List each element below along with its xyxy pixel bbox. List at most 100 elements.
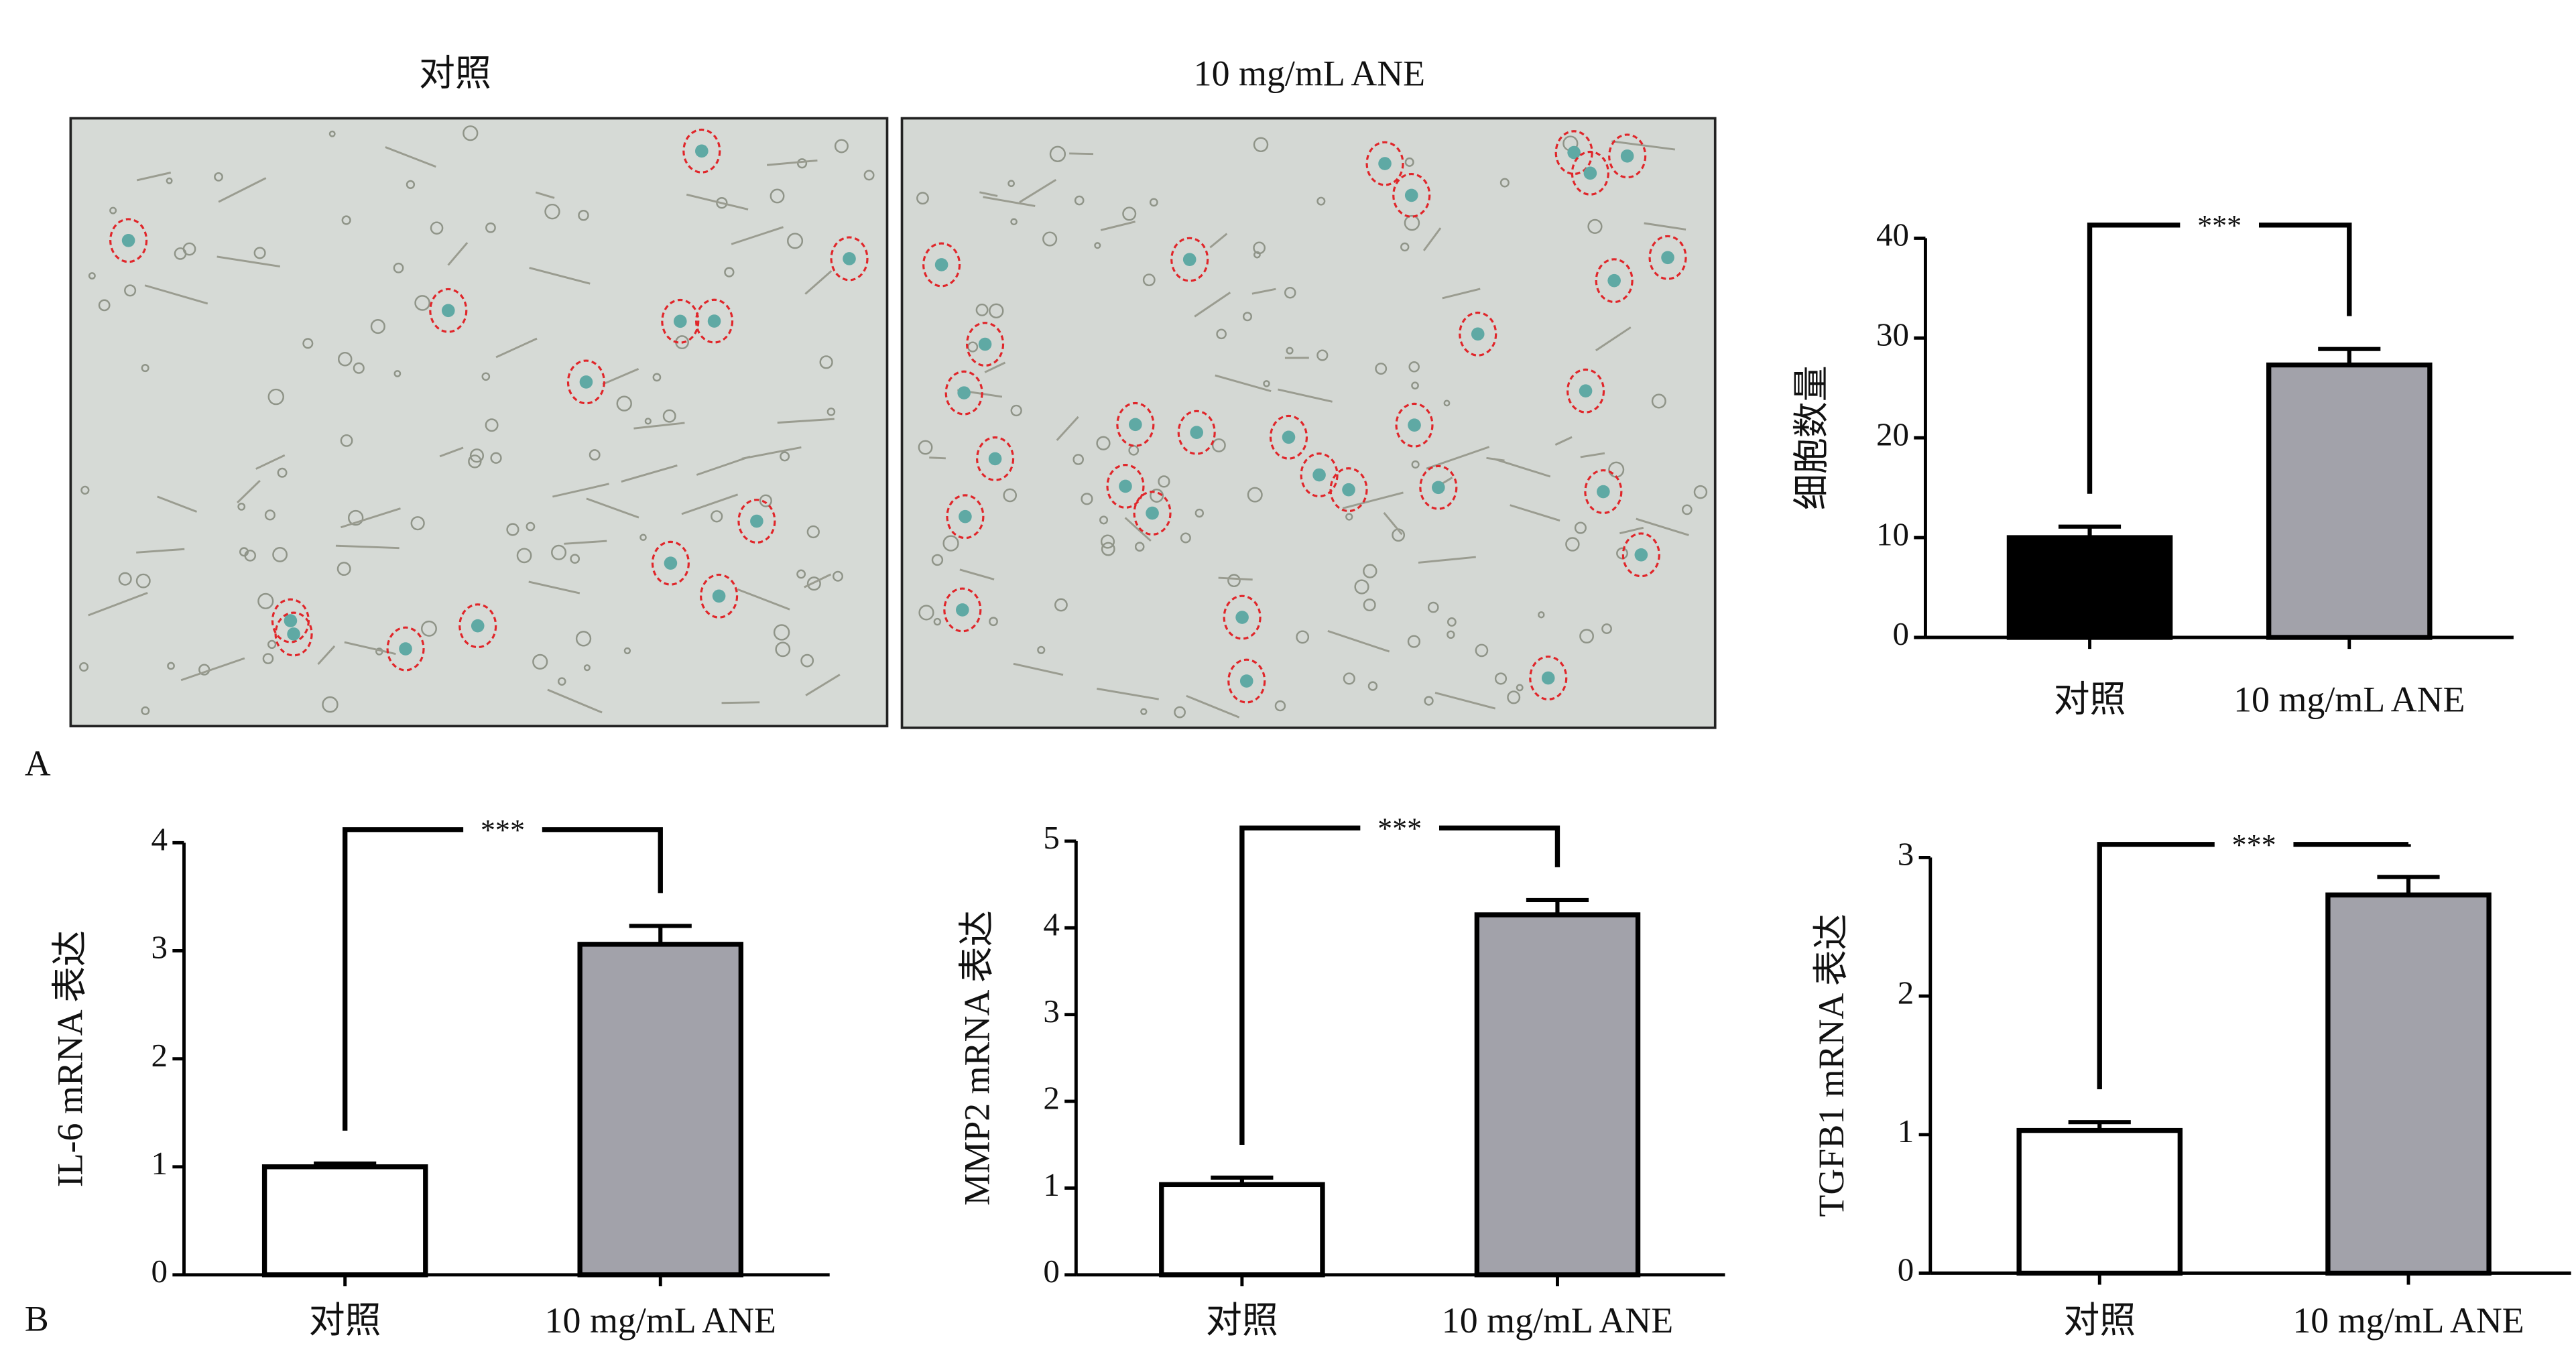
fiber	[1580, 452, 1605, 458]
cell	[118, 572, 132, 586]
y-tick-label: 20	[1876, 416, 1909, 452]
cell	[933, 617, 942, 626]
cell	[1194, 508, 1205, 518]
marker-circle	[946, 494, 985, 540]
cell	[1263, 380, 1270, 387]
fiber	[1097, 688, 1159, 700]
cell	[1096, 436, 1111, 450]
cell	[336, 562, 351, 576]
fiber	[804, 269, 833, 295]
stained-cell	[1583, 166, 1597, 180]
cell	[1142, 273, 1156, 287]
cell	[796, 158, 808, 169]
cell	[544, 203, 560, 220]
cell	[490, 452, 502, 464]
marker-circle	[737, 499, 776, 544]
cell	[463, 125, 479, 141]
panel-label: A	[25, 743, 51, 784]
cell	[826, 408, 836, 416]
cell	[1128, 444, 1140, 456]
fiber	[1209, 233, 1228, 249]
marker-circle	[695, 298, 734, 344]
marker-circle	[1106, 464, 1145, 509]
stained-cell	[1597, 485, 1610, 499]
fiber	[621, 464, 678, 483]
cell	[340, 434, 353, 447]
fiber	[984, 361, 1006, 373]
fiber	[805, 674, 841, 696]
cell	[1494, 672, 1508, 685]
cell	[1363, 599, 1376, 612]
fiber	[1019, 178, 1057, 203]
marker-circle	[1529, 656, 1568, 701]
fiber	[439, 446, 464, 458]
cell	[711, 510, 723, 523]
cell	[1247, 487, 1263, 503]
cell	[1693, 485, 1708, 499]
y-tick-label: 0	[151, 1253, 168, 1290]
cell	[918, 605, 934, 621]
marker-circle	[1223, 595, 1262, 640]
cell	[485, 418, 499, 432]
fiber	[1619, 526, 1644, 535]
cell	[773, 624, 790, 641]
marker-circle	[109, 218, 148, 263]
fiber	[1442, 288, 1481, 300]
cell	[1216, 328, 1227, 340]
cell	[272, 547, 288, 562]
cell	[623, 647, 631, 655]
cell	[1074, 195, 1085, 206]
cell	[1447, 617, 1457, 627]
stained-cell	[1579, 384, 1593, 398]
marker-circle	[1269, 414, 1308, 460]
cell	[1475, 643, 1489, 658]
cell	[414, 295, 430, 311]
fiber	[979, 191, 998, 197]
cell	[1149, 198, 1158, 207]
significance-label: ***	[2197, 209, 2242, 242]
marker-circle	[1608, 133, 1647, 179]
fiber	[547, 688, 603, 714]
stained-cell	[1432, 481, 1445, 495]
fiber	[564, 540, 607, 545]
cell	[1042, 231, 1058, 247]
stained-cell	[988, 452, 1002, 466]
cell	[1134, 542, 1145, 552]
cell	[1049, 145, 1066, 162]
stained-cell	[1312, 468, 1326, 482]
cell	[616, 395, 632, 412]
cell	[1140, 708, 1148, 715]
cell	[570, 554, 580, 564]
fiber	[535, 191, 555, 199]
cell	[787, 233, 804, 249]
marker-circle	[1116, 401, 1155, 447]
cell	[1253, 137, 1269, 153]
stained-cell	[1239, 674, 1253, 688]
stained-cell	[399, 642, 412, 656]
fiber	[529, 267, 591, 285]
fiber	[217, 255, 281, 268]
micrograph	[900, 117, 1717, 729]
marker-circle	[943, 587, 982, 633]
annotation-bg	[2214, 831, 2294, 858]
stained-cell	[1235, 611, 1249, 624]
fiber	[586, 497, 639, 519]
x-tick-label: 对照	[2063, 1300, 2136, 1341]
cell	[267, 388, 284, 406]
fiber	[255, 454, 286, 470]
cell	[975, 303, 989, 316]
x-tick-label: 10 mg/mL ANE	[1442, 1300, 1673, 1341]
fiber	[686, 193, 749, 210]
marker-circle	[1571, 150, 1609, 196]
bar	[2016, 1127, 2183, 1276]
cell	[1100, 534, 1115, 549]
cell	[819, 355, 833, 369]
fiber	[1251, 288, 1276, 295]
cell	[1424, 696, 1434, 706]
fiber	[1493, 458, 1551, 478]
cell	[1354, 579, 1369, 595]
fiber	[1595, 326, 1632, 352]
cell	[989, 617, 998, 627]
stained-cell	[843, 252, 856, 265]
